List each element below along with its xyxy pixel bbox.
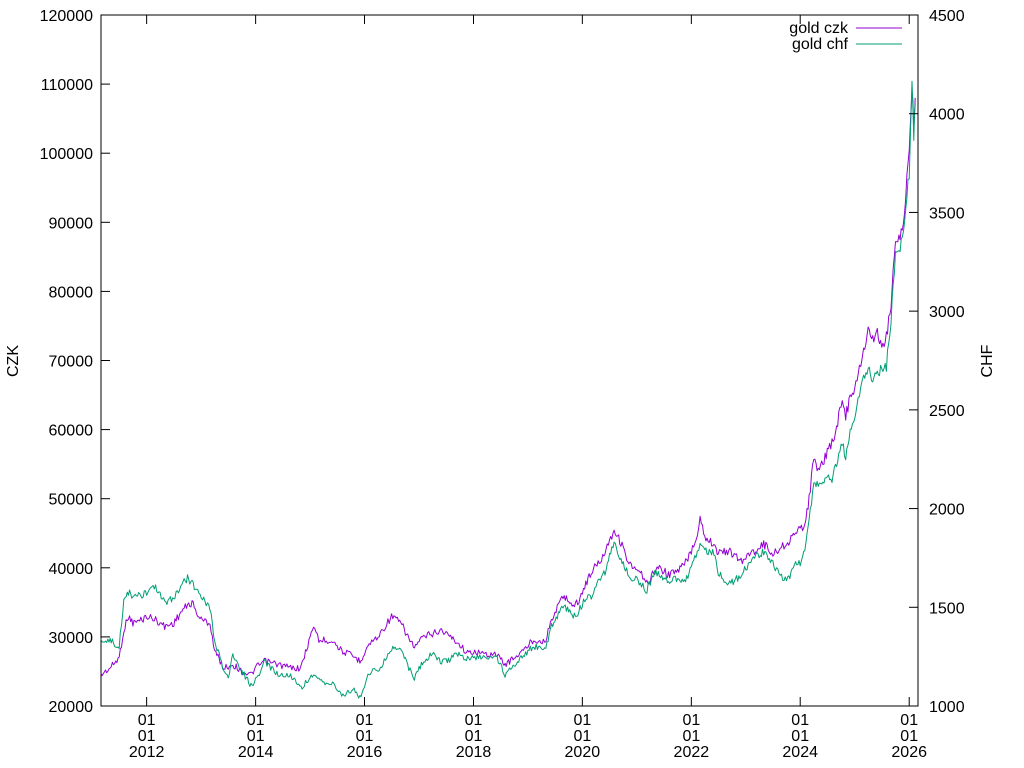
x-tick-label: 2026	[891, 744, 927, 761]
y-tick-label: 120000	[40, 8, 93, 25]
x-tick-label: 01	[465, 728, 483, 745]
y2-tick-label: 1500	[929, 600, 965, 617]
y2-tick-label: 2500	[929, 403, 965, 420]
x-tick-label: 01	[138, 712, 156, 729]
ticks-layer: 20000 30000 40000 50000 60000 70000 80000 90000…	[40, 8, 965, 761]
x-tick-label: 2022	[674, 744, 710, 761]
x-tick-label: 01	[573, 728, 591, 745]
y2-tick-label: 3500	[929, 205, 965, 222]
series-line-gold-czk	[100, 90, 916, 677]
y-tick-label: 40000	[49, 561, 94, 578]
x-tick-label: 01	[682, 712, 700, 729]
y-tick-label: 50000	[49, 492, 94, 509]
series-line-gold-chf	[100, 80, 916, 699]
y-tick-label: 30000	[49, 630, 94, 647]
y2-tick-label: 1000	[929, 699, 965, 716]
x-tick-label: 2014	[238, 744, 274, 761]
x-tick-label: 01	[573, 712, 591, 729]
y-tick-label: 70000	[49, 354, 94, 371]
y2-tick-label: 3000	[929, 304, 965, 321]
y-tick-label: 60000	[49, 423, 94, 440]
x-tick-label: 01	[900, 728, 918, 745]
x-tick-label: 01	[465, 712, 483, 729]
x-tick-label: 2018	[456, 744, 492, 761]
y2-tick-label: 4000	[929, 107, 965, 124]
plot-frame	[100, 14, 919, 707]
x-tick-label: 01	[247, 728, 265, 745]
y2-axis-title: CHF	[979, 344, 996, 377]
y-tick-label: 110000	[41, 77, 93, 94]
legend-label: gold czk	[789, 20, 849, 37]
x-tick-label: 01	[356, 728, 374, 745]
y-axis-title: CZK	[5, 345, 22, 377]
x-tick-label: 2024	[782, 744, 818, 761]
x-tick-label: 01	[356, 712, 374, 729]
x-tick-label: 01	[247, 712, 265, 729]
y2-tick-label: 4500	[929, 8, 965, 25]
x-tick-label: 2016	[347, 744, 383, 761]
x-tick-label: 2012	[129, 744, 165, 761]
series-layer	[100, 80, 916, 699]
x-tick-label: 2020	[565, 744, 601, 761]
x-tick-label: 01	[791, 728, 809, 745]
x-tick-label: 01	[138, 728, 156, 745]
y2-tick-label: 2000	[929, 502, 965, 519]
x-tick-label: 01	[682, 728, 700, 745]
legend-label: gold chf	[792, 36, 849, 53]
x-tick-label: 01	[900, 712, 918, 729]
y-tick-label: 90000	[49, 215, 94, 232]
y-tick-label: 100000	[40, 146, 93, 163]
x-tick-label: 01	[791, 712, 809, 729]
y-tick-label: 80000	[49, 284, 94, 301]
y-tick-label: 20000	[49, 699, 94, 716]
